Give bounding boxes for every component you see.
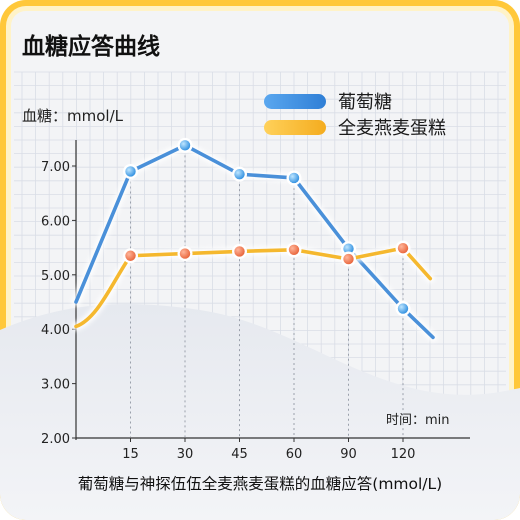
guide-lines (130, 145, 404, 437)
legend-label-glucose: 葡萄糖 (338, 92, 392, 113)
cake-point (234, 246, 245, 257)
y-tick-label: 5.00 (41, 269, 70, 284)
y-tick-label: 4.00 (41, 323, 70, 338)
legend-swatch-glucose (264, 94, 326, 109)
glucose-line (74, 143, 435, 340)
cake-point (343, 253, 354, 265)
glucose-point (397, 303, 409, 314)
x-tick-label: 30 (177, 447, 194, 462)
cake-point (397, 242, 409, 254)
x-tick-label: 45 (231, 447, 248, 462)
y-tick-label: 6.00 (41, 214, 70, 229)
cake-point (179, 248, 191, 259)
chart-caption: 葡萄糖与神探伍伍全麦燕麦蛋糕的血糖应答(mmol/L) (78, 474, 442, 493)
x-axis: 15 30 45 60 90 120 (76, 437, 470, 462)
x-tick-label: 60 (286, 447, 303, 462)
y-tick-label: 2.00 (41, 432, 70, 447)
x-tick-label: 90 (340, 447, 357, 462)
glucose-point (288, 172, 300, 184)
glucose-point (179, 140, 191, 151)
glucose-point (343, 243, 354, 254)
y-tick-label: 7.00 (41, 160, 70, 175)
x-tick-label: 15 (122, 447, 139, 462)
y-axis: 2.00 3.00 4.00 5.00 6.00 7.00 (41, 140, 77, 447)
cake-point (125, 250, 136, 261)
legend-label-cake: 全麦燕麦蛋糕 (338, 118, 446, 139)
y-tick-label: 3.00 (41, 378, 70, 393)
x-tick-label: 120 (391, 447, 416, 462)
legend-swatch-cake (264, 120, 326, 135)
data-points (123, 137, 411, 317)
x-axis-label: 时间：min (386, 413, 450, 428)
legend: 葡萄糖 全麦燕麦蛋糕 (264, 92, 446, 139)
glucose-point (125, 166, 136, 177)
cake-point (288, 244, 300, 255)
chart-title: 血糖应答曲线 (22, 33, 160, 60)
y-axis-label: 血糖：mmol/L (22, 107, 124, 125)
glucose-point (234, 168, 245, 180)
